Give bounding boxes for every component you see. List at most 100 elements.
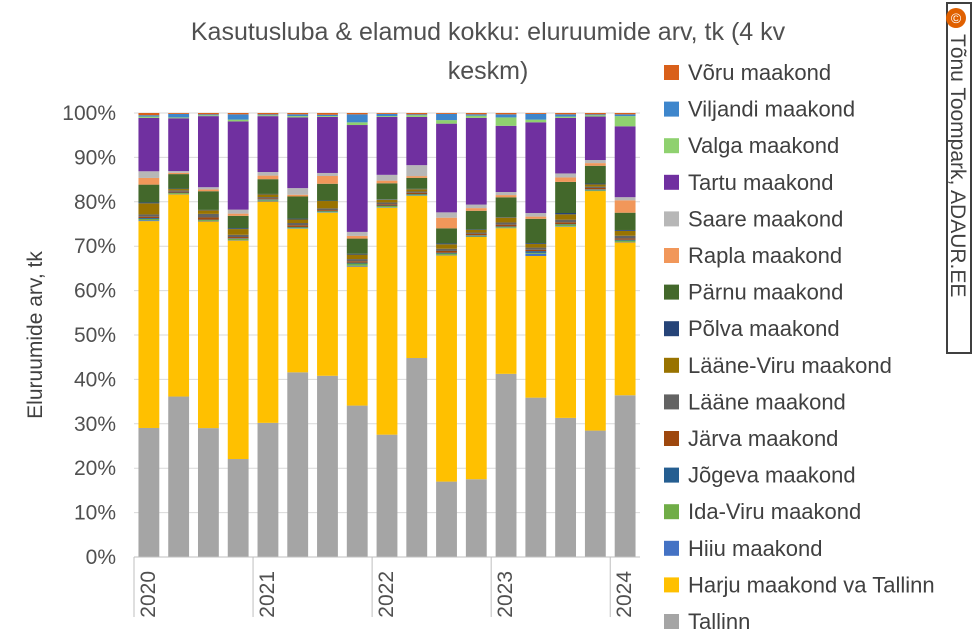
y-tick-label: 100% — [62, 102, 116, 125]
bar-segment — [614, 229, 636, 231]
bar-segment — [584, 160, 606, 164]
bar-segment — [168, 191, 190, 193]
bar-segment — [406, 194, 428, 196]
bar-segment — [436, 123, 457, 213]
bar-segment — [138, 214, 160, 217]
bar-segment — [614, 212, 636, 230]
bar-segment — [138, 202, 160, 204]
bar-segment — [525, 244, 547, 248]
bar-segment — [168, 118, 190, 172]
bar-segment — [584, 115, 606, 117]
bar-segment — [317, 210, 338, 211]
watermark-frame — [946, 2, 972, 354]
bar-segment — [436, 120, 457, 124]
watermark: © Tõnu Toompark, ADAUR.EE — [945, 8, 969, 297]
bar-segment — [525, 218, 547, 244]
bar-segment — [168, 113, 190, 118]
bar-segment — [584, 430, 606, 557]
bar-segment — [436, 243, 457, 245]
bar-segment — [257, 198, 279, 200]
bar-segment — [584, 189, 606, 191]
bar-segment — [138, 427, 160, 557]
bar-segment — [168, 113, 190, 114]
bar-segment — [495, 195, 517, 198]
legend-label: Hiiu maakond — [688, 536, 823, 561]
bar-segment — [465, 208, 487, 211]
bar-segment — [346, 266, 368, 406]
bar-segment — [406, 195, 428, 359]
bar-segment — [287, 188, 309, 195]
bar-segment — [376, 202, 398, 205]
watermark-text: Tõnu Toompark, ADAUR.EE — [946, 34, 969, 298]
bar-segment — [555, 116, 577, 118]
x-axis: 2020 2021 2022 2023 2024 — [133, 556, 640, 618]
bar-segment — [525, 216, 547, 219]
y-axis-label: Eluruumide arv, tk — [24, 251, 47, 419]
bar-segment — [138, 203, 160, 215]
bar-segment — [436, 481, 457, 557]
bar-segment — [257, 175, 279, 180]
bar-segment — [436, 255, 457, 482]
bar-segment — [525, 251, 547, 253]
bar-segment — [465, 237, 487, 480]
bar-segment — [614, 126, 636, 198]
bar-segment — [346, 254, 368, 260]
legend-swatch — [664, 65, 679, 80]
legend-label: Viljandi maakond — [688, 97, 855, 122]
bar-segment — [406, 358, 428, 557]
bar-segment — [406, 115, 428, 117]
bar-segment — [614, 113, 636, 115]
bar-segment — [138, 221, 160, 428]
bar-segment — [257, 201, 279, 423]
bar-segment — [257, 115, 279, 117]
bar-segment — [257, 194, 279, 198]
bar-segment — [465, 113, 487, 115]
bar-segment — [465, 232, 487, 234]
bar-segment — [227, 228, 249, 230]
bar-segment — [346, 263, 368, 266]
bar-segment — [287, 117, 309, 189]
bar-segment — [257, 179, 279, 194]
bar-segment — [406, 177, 428, 189]
bar-segment — [197, 210, 219, 214]
y-tick-label: 20% — [74, 457, 116, 480]
bar-segment — [317, 375, 338, 557]
bar-segment — [495, 113, 517, 115]
bar-segment — [168, 174, 190, 189]
bar-segment — [436, 228, 457, 244]
legend-swatch — [664, 614, 679, 629]
bar-segment — [138, 115, 160, 117]
bar-segment — [168, 396, 190, 557]
bar-segment — [227, 240, 249, 460]
legend-swatch — [664, 431, 679, 446]
bar-segment — [555, 117, 577, 174]
y-tick-label: 0% — [86, 546, 116, 569]
bar-segment — [525, 255, 547, 398]
bar-segment — [525, 213, 547, 217]
bar-segment — [584, 113, 606, 115]
bar-segment — [346, 231, 368, 236]
legend: Võru maakond Viljandi maakond Valga maakon… — [664, 60, 935, 634]
bar-segment — [614, 240, 636, 242]
bar-segment — [287, 223, 309, 226]
bar-segment — [287, 194, 309, 197]
bar-segment — [346, 114, 368, 123]
bar-segment — [465, 204, 487, 209]
bar-segment — [525, 253, 547, 256]
bar-segment — [227, 237, 249, 239]
bar-segment — [168, 171, 190, 173]
bar-segment — [197, 217, 219, 220]
legend-label: Saare maakond — [688, 206, 843, 231]
bar-segment — [346, 261, 368, 263]
bar-segment — [168, 189, 190, 191]
bar-segment — [614, 200, 636, 213]
legend-swatch — [664, 248, 679, 263]
bar-segment — [197, 428, 219, 557]
legend-label: Põlva maakond — [688, 316, 840, 341]
bar-segment — [406, 113, 428, 115]
bar-segment — [376, 174, 398, 181]
legend-label: Tartu maakond — [688, 170, 834, 195]
bar-segment — [376, 116, 398, 118]
bar-segment — [317, 183, 338, 201]
